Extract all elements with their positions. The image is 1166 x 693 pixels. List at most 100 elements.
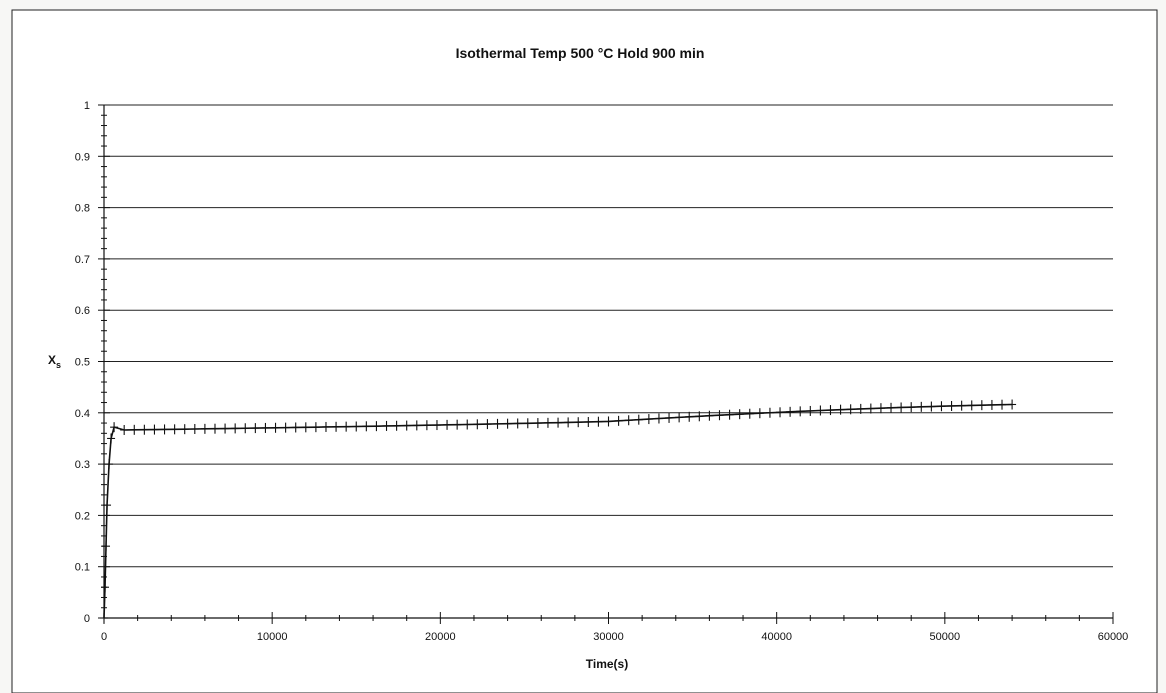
data-point: [140, 424, 149, 435]
data-point: [301, 422, 310, 433]
data-point: [725, 409, 734, 420]
data-point: [342, 421, 351, 432]
data-point: [967, 400, 976, 411]
data-point: [402, 420, 411, 431]
data-point: [533, 418, 542, 429]
x-tick-label: 0: [101, 631, 107, 643]
data-point: [493, 418, 502, 429]
data-point: [695, 411, 704, 422]
data-point: [190, 424, 199, 435]
x-tick-label: 60000: [1098, 631, 1129, 643]
data-point: [846, 404, 855, 415]
data-point: [685, 411, 694, 422]
data-point: [715, 410, 724, 421]
data-point: [1008, 399, 1017, 410]
data-point: [251, 423, 260, 434]
data-point: [806, 405, 815, 416]
data-point: [977, 400, 986, 411]
data-point: [665, 412, 674, 423]
y-tick-label: 0.4: [75, 408, 90, 420]
data-point: [100, 613, 108, 623]
x-tick-label: 40000: [761, 631, 792, 643]
data-point: [352, 421, 361, 432]
x-tick-label: 10000: [257, 631, 288, 643]
data-point: [321, 421, 330, 432]
data-point: [907, 402, 916, 413]
data-point: [796, 406, 805, 417]
data-point: [332, 421, 341, 432]
y-tick-label: 0.9: [75, 151, 90, 163]
y-axis-ticks: 0 0.1 0.2 0.3 0.4 0.5 0.6 0.7 0.8 0.9 1: [75, 100, 110, 625]
y-tick-label: 0.7: [75, 254, 90, 266]
data-point: [281, 422, 290, 433]
x-tick-label: 20000: [425, 631, 456, 643]
data-point: [927, 401, 936, 412]
data-point: [103, 500, 112, 511]
data-point: [392, 420, 401, 431]
data-point: [987, 399, 996, 410]
data-point: [887, 402, 896, 413]
data-point: [382, 420, 391, 431]
data-point: [826, 405, 835, 416]
data-point: [261, 422, 270, 433]
data-point: [634, 414, 643, 425]
data-point: [554, 417, 563, 428]
y-tick-label: 0.8: [75, 203, 90, 215]
y-tick-label: 0: [84, 613, 90, 625]
data-point: [644, 414, 653, 425]
data-point: [473, 419, 482, 430]
data-point: [816, 405, 825, 416]
data-point: [604, 416, 613, 427]
data-point: [453, 419, 462, 430]
data-point: [776, 407, 785, 418]
data-point: [291, 422, 300, 433]
gridlines: [104, 104, 1113, 568]
data-point: [271, 422, 280, 433]
data-point: [503, 418, 512, 429]
data-point: [101, 582, 110, 593]
data-point: [574, 417, 583, 428]
data-point: [200, 423, 209, 434]
data-point: [107, 433, 116, 444]
y-axis-label-subscript: s: [56, 360, 61, 370]
data-point: [543, 417, 552, 428]
data-point: [432, 420, 441, 431]
y-axis-label-main: X: [48, 353, 56, 367]
data-point: [856, 403, 865, 414]
data-point: [150, 424, 159, 435]
data-point: [755, 408, 764, 419]
data-point: [513, 418, 522, 429]
y-tick-label: 0.2: [75, 510, 90, 522]
data-point: [120, 424, 129, 435]
data-point: [654, 413, 663, 424]
data-point: [917, 401, 926, 412]
data-point: [523, 418, 532, 429]
data-series: [100, 399, 1017, 623]
y-tick-label: 1: [84, 100, 90, 112]
y-tick-label: 0.5: [75, 357, 90, 369]
data-point: [180, 424, 189, 435]
y-tick-label: 0.3: [75, 459, 90, 471]
chart-title: Isothermal Temp 500 °C Hold 900 min: [456, 45, 705, 61]
data-point: [998, 399, 1007, 410]
data-point: [866, 403, 875, 414]
y-tick-label: 0.6: [75, 305, 90, 317]
data-point: [594, 416, 603, 427]
data-point: [735, 409, 744, 420]
data-point: [957, 400, 966, 411]
data-point: [362, 421, 371, 432]
data-point: [614, 415, 623, 426]
data-point: [765, 407, 774, 418]
data-point: [443, 419, 452, 430]
data-point: [102, 541, 111, 552]
data-point: [422, 420, 431, 431]
data-point: [130, 424, 139, 435]
data-point: [160, 424, 169, 435]
x-tick-label: 30000: [593, 631, 624, 643]
data-point: [412, 420, 421, 431]
data-point: [937, 401, 946, 412]
data-point: [221, 423, 230, 434]
data-point: [836, 404, 845, 415]
data-point: [463, 419, 472, 430]
data-point: [231, 423, 240, 434]
